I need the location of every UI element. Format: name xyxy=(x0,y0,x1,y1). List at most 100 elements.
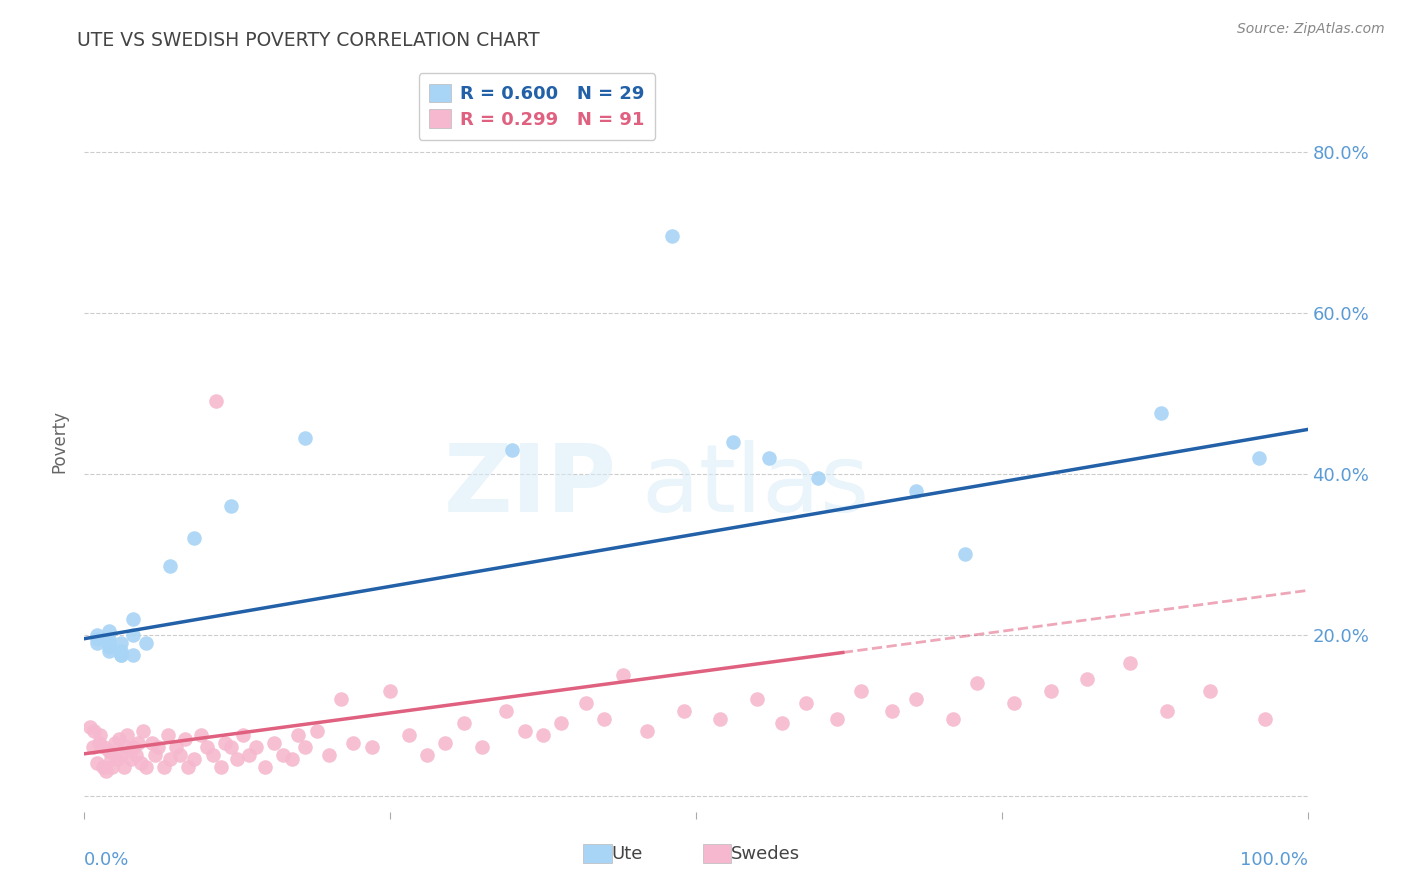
Point xyxy=(112,760,135,774)
Point xyxy=(86,628,108,642)
Point xyxy=(263,736,285,750)
Point xyxy=(245,740,267,755)
Point xyxy=(115,740,138,755)
Point xyxy=(195,740,218,755)
Point xyxy=(330,692,353,706)
Point xyxy=(709,712,731,726)
Text: atlas: atlas xyxy=(641,440,869,532)
Point xyxy=(146,740,169,755)
Point xyxy=(1198,684,1220,698)
Point xyxy=(209,760,232,774)
Point xyxy=(721,434,744,449)
Point xyxy=(97,636,120,650)
Point xyxy=(173,732,195,747)
Point xyxy=(294,430,316,444)
Legend: R = 0.600   N = 29, R = 0.299   N = 91: R = 0.600 N = 29, R = 0.299 N = 91 xyxy=(419,73,655,140)
Point xyxy=(177,760,200,774)
Point xyxy=(271,748,294,763)
Point xyxy=(398,728,420,742)
Point xyxy=(97,640,120,654)
Point xyxy=(107,732,129,747)
Text: Swedes: Swedes xyxy=(731,845,800,863)
Point xyxy=(110,648,132,662)
Point xyxy=(612,668,634,682)
Point xyxy=(1039,684,1062,698)
Point xyxy=(794,696,817,710)
Point xyxy=(219,740,242,755)
Point xyxy=(93,740,115,755)
Point xyxy=(120,752,142,766)
Point xyxy=(254,760,277,774)
Point xyxy=(96,764,118,779)
Point xyxy=(593,712,616,726)
Point xyxy=(966,676,988,690)
Point xyxy=(942,712,965,726)
Point xyxy=(575,696,598,710)
Point xyxy=(141,736,163,750)
Point xyxy=(159,752,181,766)
Point xyxy=(127,736,149,750)
Point xyxy=(135,636,157,650)
Point xyxy=(232,728,254,742)
Point xyxy=(190,728,212,742)
Point xyxy=(104,736,127,750)
Point xyxy=(294,740,316,755)
Point xyxy=(91,760,114,774)
Point xyxy=(201,748,224,763)
Point xyxy=(1119,656,1142,670)
Text: 0.0%: 0.0% xyxy=(84,851,129,869)
Point xyxy=(101,760,124,774)
Point xyxy=(905,692,928,706)
Point xyxy=(416,748,439,763)
Point xyxy=(550,716,572,731)
Point xyxy=(105,752,128,766)
Point xyxy=(97,632,120,646)
Point xyxy=(434,736,457,750)
Point xyxy=(1254,712,1277,726)
Point xyxy=(380,684,402,698)
Point xyxy=(226,752,249,766)
Point xyxy=(169,748,191,763)
Y-axis label: Poverty: Poverty xyxy=(51,410,69,473)
Point xyxy=(87,736,110,750)
Point xyxy=(183,531,205,545)
Point xyxy=(86,756,108,771)
Point xyxy=(342,736,364,750)
Point xyxy=(97,644,120,658)
Point xyxy=(1002,696,1025,710)
Point xyxy=(135,760,157,774)
Text: ZIP: ZIP xyxy=(443,440,616,532)
Point xyxy=(905,484,928,499)
Point xyxy=(86,632,108,646)
Point xyxy=(115,728,138,742)
Point xyxy=(89,728,111,742)
Point xyxy=(495,704,517,718)
Point xyxy=(661,229,683,244)
Point xyxy=(318,748,340,763)
Point xyxy=(807,471,830,485)
Point xyxy=(122,740,145,755)
Point xyxy=(100,752,122,766)
Point xyxy=(183,752,205,766)
Point xyxy=(82,740,104,755)
Point xyxy=(110,648,132,662)
Point xyxy=(1247,450,1270,465)
Point xyxy=(1076,672,1098,686)
Text: Ute: Ute xyxy=(612,845,643,863)
Point xyxy=(281,752,304,766)
Point xyxy=(1150,406,1173,420)
Point xyxy=(110,748,132,763)
Text: 100.0%: 100.0% xyxy=(1240,851,1308,869)
Point xyxy=(132,724,155,739)
Point xyxy=(122,611,145,625)
Point xyxy=(636,724,658,739)
Point xyxy=(672,704,695,718)
Point xyxy=(513,724,536,739)
Point xyxy=(770,716,793,731)
Point xyxy=(129,756,152,771)
Point xyxy=(205,394,228,409)
Point xyxy=(83,724,105,739)
Point xyxy=(531,728,554,742)
Point xyxy=(305,724,328,739)
Point xyxy=(1156,704,1178,718)
